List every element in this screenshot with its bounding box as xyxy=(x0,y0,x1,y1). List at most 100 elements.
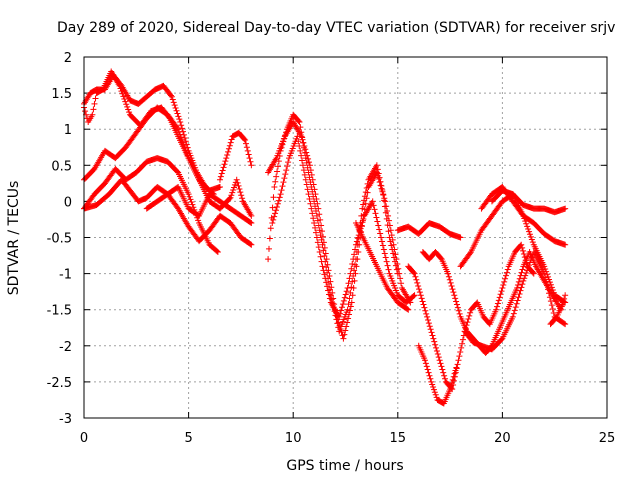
data-point xyxy=(176,128,183,135)
data-point xyxy=(423,310,430,317)
data-point xyxy=(547,298,554,305)
data-point xyxy=(182,138,189,145)
data-point xyxy=(339,301,346,308)
data-point xyxy=(344,285,351,292)
data-point xyxy=(233,176,240,183)
data-point xyxy=(518,241,525,248)
data-point xyxy=(273,173,280,180)
data-point xyxy=(502,272,509,279)
data-point xyxy=(125,106,132,113)
data-point xyxy=(527,233,534,240)
data-point xyxy=(433,344,440,351)
data-point xyxy=(238,192,245,199)
data-point xyxy=(385,212,392,219)
data-point xyxy=(299,162,306,169)
x-axis-label: GPS time / hours xyxy=(286,458,403,474)
data-point xyxy=(404,306,411,313)
data-point xyxy=(343,323,350,330)
data-point xyxy=(301,171,308,178)
data-point xyxy=(221,161,228,168)
data-point xyxy=(381,250,388,257)
data-point xyxy=(89,111,96,118)
data-point xyxy=(457,348,464,355)
data-point xyxy=(520,277,527,284)
data-point xyxy=(266,235,273,242)
data-point xyxy=(353,238,360,245)
data-point xyxy=(447,279,454,286)
data-point xyxy=(231,184,238,191)
data-point xyxy=(312,224,319,231)
x-tick-label: 10 xyxy=(285,431,302,446)
data-point xyxy=(265,256,272,263)
data-point xyxy=(222,158,229,165)
data-point xyxy=(391,246,398,253)
data-point xyxy=(364,189,371,196)
data-point xyxy=(243,144,250,151)
data-point xyxy=(430,386,437,393)
data-point xyxy=(382,198,389,205)
data-point xyxy=(514,297,521,304)
data-point xyxy=(433,347,440,354)
data-point xyxy=(499,285,506,292)
data-point xyxy=(550,289,557,296)
series-10 xyxy=(269,133,418,320)
data-point xyxy=(437,255,444,262)
data-point xyxy=(371,206,378,213)
data-point xyxy=(521,215,528,222)
data-point xyxy=(316,248,323,255)
data-point xyxy=(310,215,317,222)
data-point xyxy=(429,332,436,339)
data-point xyxy=(362,200,369,207)
data-point xyxy=(393,266,400,273)
data-point xyxy=(325,291,332,298)
data-point xyxy=(359,205,366,212)
data-point xyxy=(271,183,278,190)
data-point xyxy=(543,278,550,285)
x-tick-label: 5 xyxy=(184,431,192,446)
data-point xyxy=(447,383,454,390)
data-point xyxy=(430,335,437,342)
data-point xyxy=(389,236,396,243)
data-point xyxy=(227,139,234,146)
data-point xyxy=(426,323,433,330)
data-point xyxy=(311,220,318,227)
data-point xyxy=(446,276,453,283)
data-point xyxy=(541,270,548,277)
data-point xyxy=(373,169,380,176)
data-point xyxy=(448,282,455,289)
data-point xyxy=(451,292,458,299)
data-point xyxy=(526,262,533,269)
data-point xyxy=(514,281,521,288)
data-point xyxy=(370,202,377,209)
data-point xyxy=(267,225,274,232)
data-point xyxy=(303,181,310,188)
axis-ticks: 0 5 10 15 20 25 -3 -2.5 -2 -1.5 -1 -0.5 0 0.5 1 1.5 2 xyxy=(47,51,616,446)
data-point xyxy=(177,134,184,141)
data-point xyxy=(455,307,462,314)
data-point xyxy=(224,151,231,158)
data-point xyxy=(516,275,523,282)
data-point xyxy=(350,256,357,263)
data-point xyxy=(437,360,444,367)
data-point xyxy=(294,133,301,140)
data-point xyxy=(454,304,461,311)
data-point xyxy=(519,266,526,273)
data-point xyxy=(277,191,284,198)
data-point xyxy=(90,106,97,113)
data-point xyxy=(425,369,432,376)
data-point xyxy=(91,100,98,107)
data-point xyxy=(424,317,431,324)
data-point xyxy=(516,290,523,297)
data-point xyxy=(180,141,187,148)
series-14 xyxy=(419,248,569,357)
data-point xyxy=(352,246,359,253)
data-point xyxy=(295,138,302,145)
data-point xyxy=(248,212,255,219)
y-tick-label: 0.5 xyxy=(51,159,72,174)
data-point xyxy=(541,263,548,270)
data-point xyxy=(282,171,289,178)
series-2 xyxy=(81,68,223,194)
data-point xyxy=(410,293,417,300)
data-point xyxy=(435,354,442,361)
data-point xyxy=(519,281,526,288)
